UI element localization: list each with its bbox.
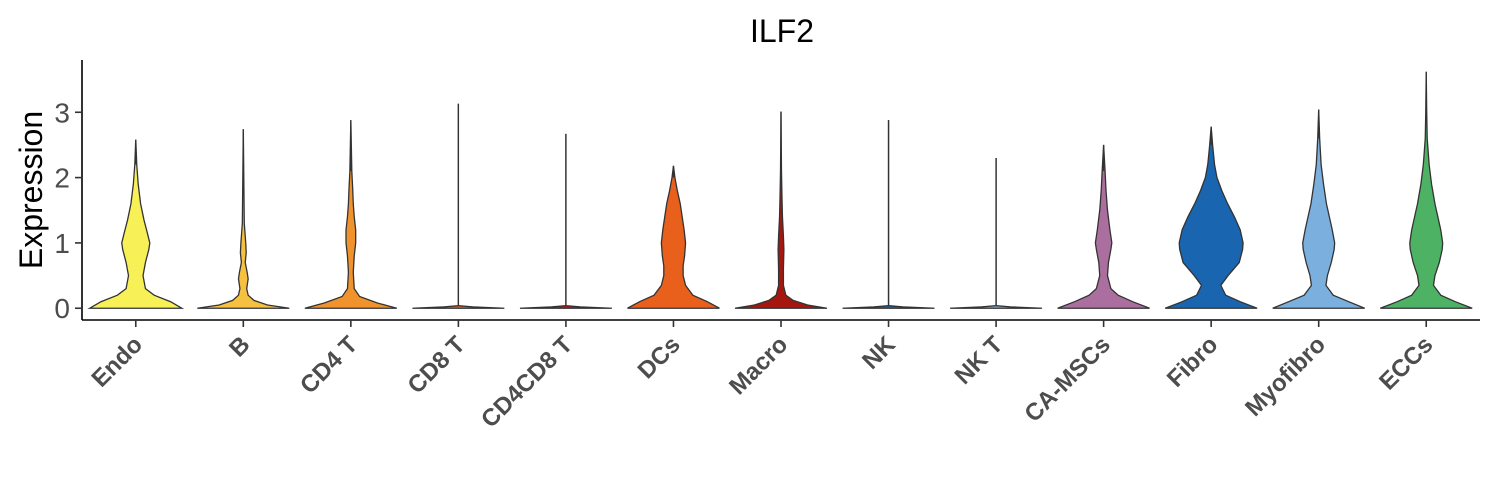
x-tick-label-nk-t: NK T xyxy=(950,331,1009,390)
x-tick-label-myofibro: Myofibro xyxy=(1240,331,1331,422)
violin-endo xyxy=(87,139,185,309)
x-tick-label-cd8-t: CD8 T xyxy=(403,331,471,399)
x-tick-label-endo: Endo xyxy=(86,331,148,393)
x-tick-label-dcs: DCs xyxy=(633,331,686,384)
y-axis: 0 1 2 3 xyxy=(54,60,83,324)
violin-fibro xyxy=(1164,126,1258,309)
chart-title: ILF2 xyxy=(750,13,814,49)
x-tick-label-eccs: ECCs xyxy=(1374,331,1438,395)
x-tick-label-nk: NK xyxy=(857,331,901,375)
violins-layer xyxy=(87,71,1473,309)
y-axis-label: Expression xyxy=(13,111,49,269)
x-tick-label-cd4-t: CD4 T xyxy=(295,331,363,399)
x-tick-label-ca-mscs: CA-MSCs xyxy=(1019,331,1115,427)
x-tick-label-fibro: Fibro xyxy=(1162,331,1224,393)
violin-ca-mscs xyxy=(1057,144,1150,309)
x-tick-label-b: B xyxy=(224,331,255,362)
y-tick-label: 0 xyxy=(54,293,70,324)
violin-myofibro xyxy=(1272,109,1365,309)
y-tick-label: 2 xyxy=(54,163,70,194)
y-tick-label: 1 xyxy=(54,228,70,259)
violin-dcs xyxy=(627,165,720,309)
x-axis: Endo B CD4 T CD8 T CD4CD8 T DCs Macro NK NK T CA-… xyxy=(82,319,1480,433)
x-tick-label-macro: Macro xyxy=(724,331,793,400)
x-tick-label-cd4cd8-t: CD4CD8 T xyxy=(476,331,578,433)
y-tick-label: 3 xyxy=(54,97,70,128)
